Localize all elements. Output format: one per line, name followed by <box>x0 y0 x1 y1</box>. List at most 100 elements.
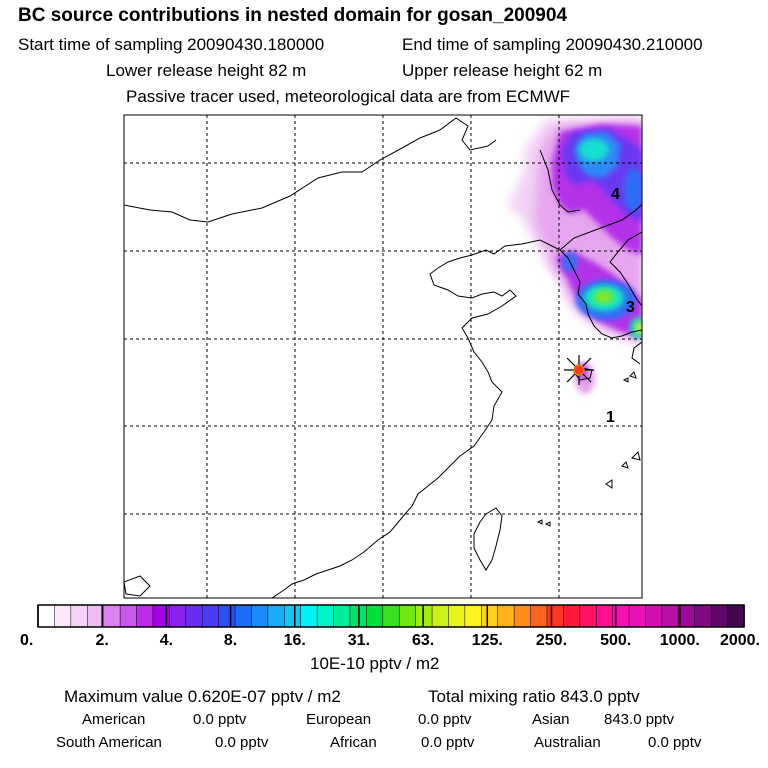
total-mixing-ratio-label: Total mixing ratio 843.0 pptv <box>428 687 640 706</box>
region-value: 0.0 pptv <box>648 734 702 751</box>
border-china-korea <box>559 203 642 251</box>
colorbar-cell <box>727 604 745 628</box>
map-gridlines <box>124 115 642 598</box>
region-value: 0.0 pptv <box>418 711 472 728</box>
coast-korea-east <box>609 231 642 307</box>
plot-title: BC source contributions in nested domain… <box>18 5 568 26</box>
region-value: 0.0 pptv <box>421 734 475 751</box>
colorbar-tick-label: 250. <box>536 632 567 649</box>
colorbar-tick-label: 2000. <box>720 632 760 649</box>
point-label-3: 3 <box>626 299 635 316</box>
start-time-label: Start time of sampling 20090430.180000 <box>18 35 325 54</box>
colorbar-tick-label: 31. <box>348 632 370 649</box>
colorbar-cell <box>382 604 400 628</box>
colorbar-cell <box>563 604 581 628</box>
colorbar-tick-label: 63. <box>412 632 434 649</box>
colorbar-cells <box>37 604 745 628</box>
colorbar-cell <box>333 604 351 628</box>
colorbar-cell <box>415 604 433 628</box>
region-name: Asian <box>532 711 570 728</box>
colorbar-cell <box>694 604 712 628</box>
colorbar-cell <box>316 604 335 628</box>
plume-layer <box>508 116 642 394</box>
colorbar-tick-label: 8. <box>224 632 237 649</box>
coast-japan-kyushu <box>631 341 642 365</box>
map-frame <box>123 114 643 599</box>
colorbar-cell <box>481 604 499 628</box>
border-mongolia-china <box>124 117 497 223</box>
colorbar-cell <box>37 604 55 628</box>
lower-release-label: Lower release height 82 m <box>106 61 307 80</box>
colorbar-tick-labels: 0. 2. 4. 8. 16. 31. 63. 125. 250. 500. 1000. 2000. <box>20 632 760 649</box>
island-ryukyu-a <box>629 371 637 379</box>
colorbar-tick-label: 16. <box>284 632 306 649</box>
plume-blue-east <box>624 168 642 212</box>
island-small-east-b <box>544 521 551 527</box>
colorbar-cell <box>300 604 318 628</box>
colorbar-cell <box>218 604 236 628</box>
colorbar-cell <box>398 604 417 628</box>
colorbar-cell <box>579 604 597 628</box>
region-name: European <box>306 711 372 728</box>
plume-cyan-north <box>579 139 609 161</box>
border-inner-east <box>539 149 581 213</box>
colorbar-tick-label: 4. <box>160 632 173 649</box>
colorbar-cell <box>54 604 72 628</box>
colorbar-cell <box>464 604 482 628</box>
region-value: 0.0 pptv <box>193 711 247 728</box>
island-hainan <box>124 575 151 597</box>
island-taiwan <box>473 507 503 571</box>
coast-bohai-yellow-sea <box>271 239 561 598</box>
colorbar-cell <box>645 604 663 628</box>
colorbar-cell <box>366 604 384 628</box>
region-name: South American <box>56 734 162 751</box>
colorbar-cell <box>234 604 252 628</box>
colorbar-cell <box>678 604 696 628</box>
region-value: 0.0 pptv <box>215 734 269 751</box>
coastline-layer <box>124 117 642 598</box>
upper-release-label: Upper release height 62 m <box>402 61 603 80</box>
colorbar-tick-label: 125. <box>472 632 503 649</box>
station-star-icon <box>564 355 594 385</box>
colorbar-cell <box>661 604 679 628</box>
end-time-label: End time of sampling 20090430.210000 <box>402 35 703 54</box>
colorbar-cell <box>103 604 121 628</box>
colorbar-cell <box>136 604 154 628</box>
colorbar-frame <box>37 604 745 628</box>
island-ryukyu-d <box>621 461 629 469</box>
colorbar-cell <box>201 604 220 628</box>
colorbar-cell <box>595 604 614 628</box>
colorbar-cell <box>169 604 187 628</box>
colorbar-cell <box>119 604 138 628</box>
region-name: African <box>330 734 377 751</box>
colorbar-cell <box>152 604 170 628</box>
colorbar-cell <box>267 604 285 628</box>
point-label-4: 4 <box>611 186 620 203</box>
colorbar-cell <box>546 604 564 628</box>
tracer-info-label: Passive tracer used, meteorological data… <box>126 87 571 106</box>
colorbar-tick-label: 500. <box>600 632 631 649</box>
colorbar-cell <box>448 604 466 628</box>
colorbar-cell <box>70 604 88 628</box>
colorbar-cell <box>284 604 302 628</box>
region-value: 843.0 pptv <box>604 711 675 728</box>
island-ryukyu-b <box>622 377 629 383</box>
colorbar-tick-label: 0. <box>20 632 33 649</box>
island-ryukyu-e <box>605 479 613 489</box>
colorbar-tick-label: 1000. <box>660 632 700 649</box>
colorbar-cell <box>497 604 515 628</box>
colorbar-cell <box>530 604 548 628</box>
plume-green-korea <box>594 290 614 304</box>
point-label-1: 1 <box>606 409 615 426</box>
island-small-east <box>536 519 543 525</box>
colorbar-cell <box>251 604 269 628</box>
colorbar-tick-label: 2. <box>96 632 109 649</box>
colorbar-unit-label: 10E-10 pptv / m2 <box>310 654 440 673</box>
island-ryukyu-c <box>631 451 641 461</box>
region-name: Australian <box>534 734 601 751</box>
maximum-value-label: Maximum value 0.620E-07 pptv / m2 <box>64 687 341 706</box>
colorbar-cell <box>185 604 203 628</box>
coast-korea-west <box>559 249 642 339</box>
